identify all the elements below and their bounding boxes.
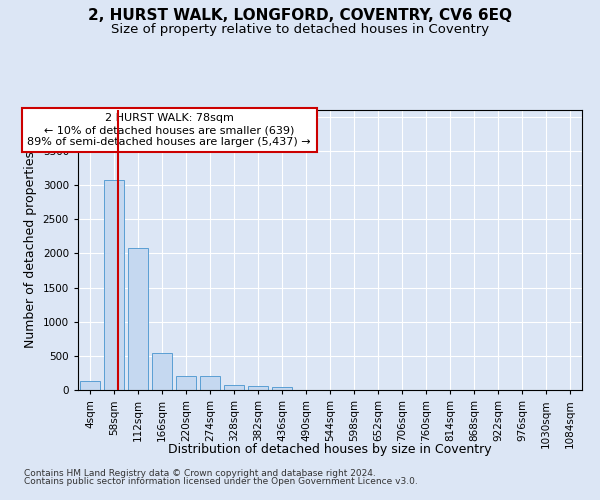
Bar [200,376,220,390]
Bar [128,248,148,390]
Text: Contains HM Land Registry data © Crown copyright and database right 2024.: Contains HM Land Registry data © Crown c… [24,468,376,477]
Text: Distribution of detached houses by size in Coventry: Distribution of detached houses by size … [168,442,492,456]
Bar [80,381,100,390]
Bar [248,386,268,390]
Bar [224,384,244,390]
Bar [152,353,172,390]
Text: 2 HURST WALK: 78sqm
← 10% of detached houses are smaller (639)
89% of semi-detac: 2 HURST WALK: 78sqm ← 10% of detached ho… [28,114,311,146]
Y-axis label: Number of detached properties: Number of detached properties [24,152,37,348]
Text: Contains public sector information licensed under the Open Government Licence v3: Contains public sector information licen… [24,477,418,486]
Bar [272,386,292,390]
Bar [104,180,124,390]
Text: Size of property relative to detached houses in Coventry: Size of property relative to detached ho… [111,22,489,36]
Bar [176,376,196,390]
Text: 2, HURST WALK, LONGFORD, COVENTRY, CV6 6EQ: 2, HURST WALK, LONGFORD, COVENTRY, CV6 6… [88,8,512,22]
